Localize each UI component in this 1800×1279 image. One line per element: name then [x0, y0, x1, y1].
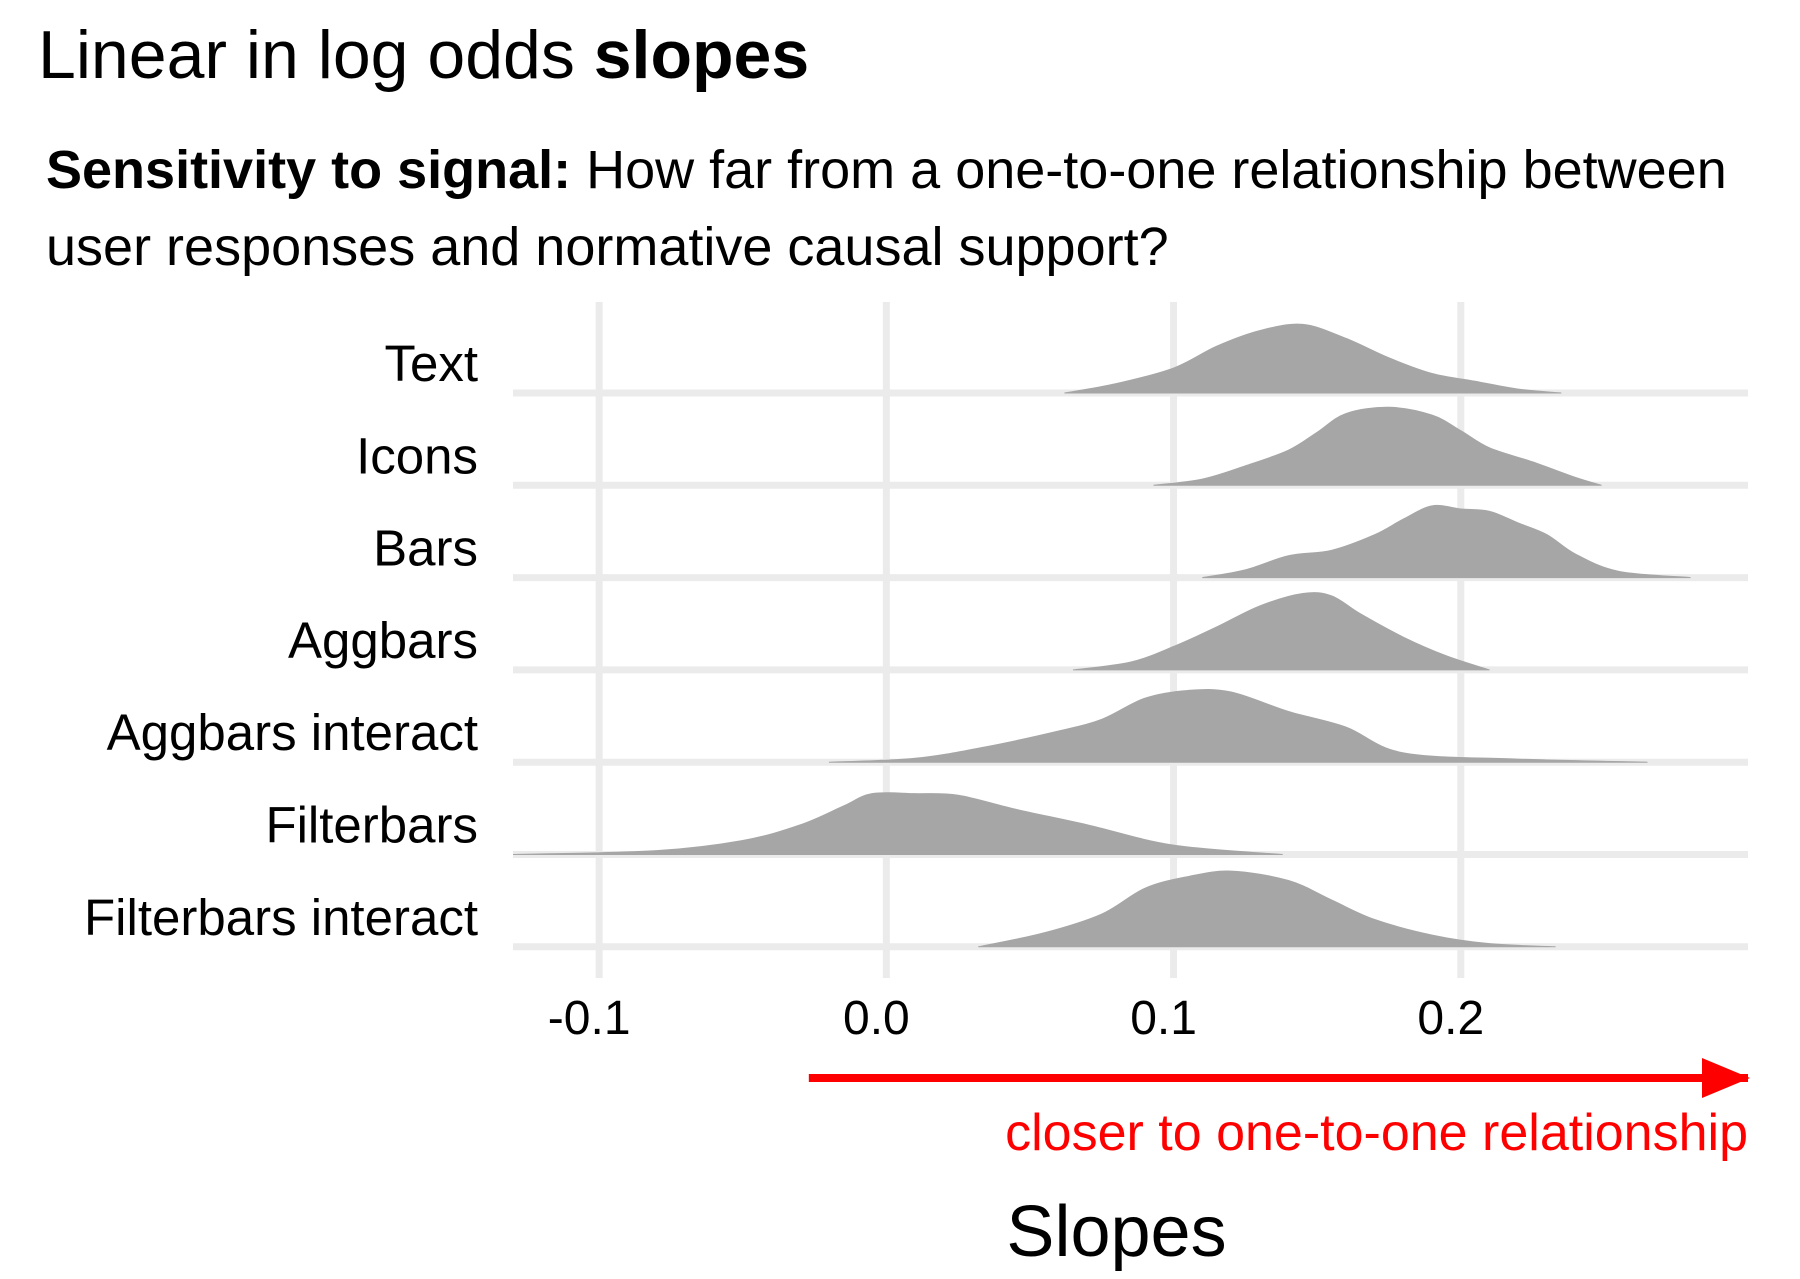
- category-label-filterbars-interact: Filterbars interact: [84, 889, 478, 946]
- category-label-bars: Bars: [373, 520, 478, 577]
- x-axis-title: Slopes: [1006, 1192, 1226, 1272]
- ridges: [512, 323, 1748, 951]
- ridge-filterbars-interact: [978, 870, 1556, 948]
- x-tick-label-3: 0.2: [1417, 992, 1484, 1045]
- ridge-bars: [1202, 504, 1691, 579]
- category-label-text: Text: [384, 335, 478, 392]
- x-tick-labels: -0.1 0.0 0.1 0.2: [548, 992, 1484, 1045]
- category-label-aggbars: Aggbars: [288, 612, 478, 669]
- category-label-aggbars-interact: Aggbars interact: [107, 704, 478, 761]
- annotation-text: closer to one-to-one relationship: [1005, 1104, 1748, 1162]
- chart-title-normal: Linear in log odds: [38, 17, 594, 93]
- chart-subtitle-normal: How far from a one-to-one relationship b…: [46, 140, 1727, 277]
- ridge-text: [1064, 323, 1562, 394]
- x-tick-label-0: -0.1: [548, 992, 631, 1045]
- vertical-gridlines: [595, 302, 1465, 978]
- chart-title: Linear in log odds slopes: [38, 18, 809, 93]
- chart-title-bold: slopes: [593, 17, 810, 93]
- ridge-filterbars: [512, 792, 1283, 855]
- ridge-aggbars-interact: [828, 689, 1648, 763]
- ridge-icons: [1153, 406, 1602, 486]
- chart-subtitle: Sensitivity to signal: How far from a on…: [46, 132, 1786, 286]
- chart-subtitle-bold: Sensitivity to signal:: [46, 140, 572, 200]
- category-label-icons: Icons: [356, 427, 478, 484]
- category-label-filterbars: Filterbars: [265, 797, 478, 854]
- x-tick-label-2: 0.1: [1130, 992, 1197, 1045]
- x-tick-label-1: 0.0: [843, 992, 910, 1045]
- category-labels: Text Icons Bars Aggbars Aggbars interact Filt…: [84, 335, 478, 946]
- ridge-aggbars: [1072, 592, 1490, 671]
